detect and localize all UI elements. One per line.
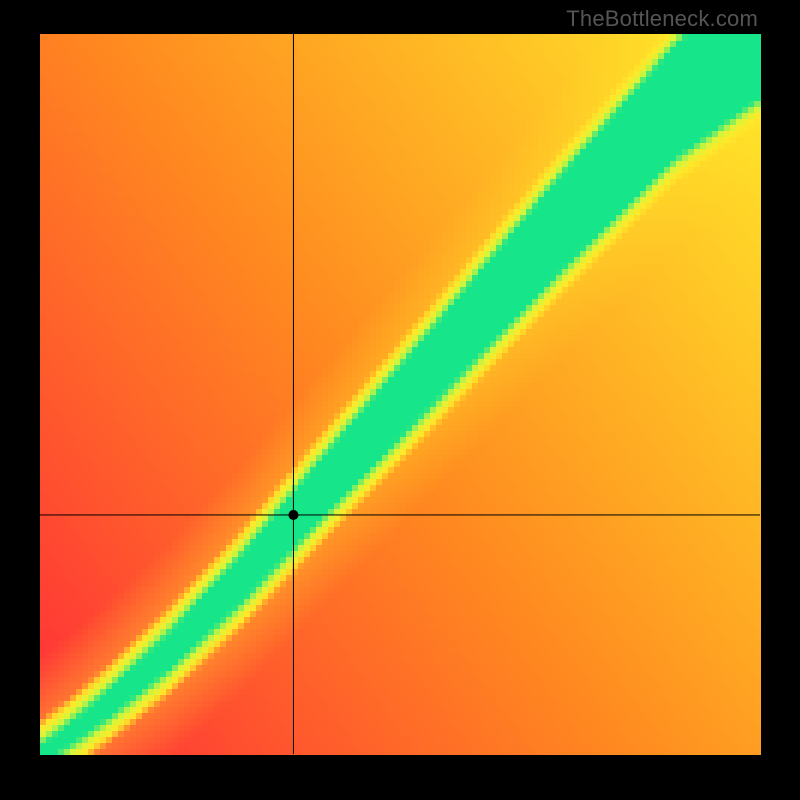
heatmap-canvas bbox=[0, 0, 800, 800]
chart-container: TheBottleneck.com bbox=[0, 0, 800, 800]
watermark-text: TheBottleneck.com bbox=[566, 6, 758, 32]
